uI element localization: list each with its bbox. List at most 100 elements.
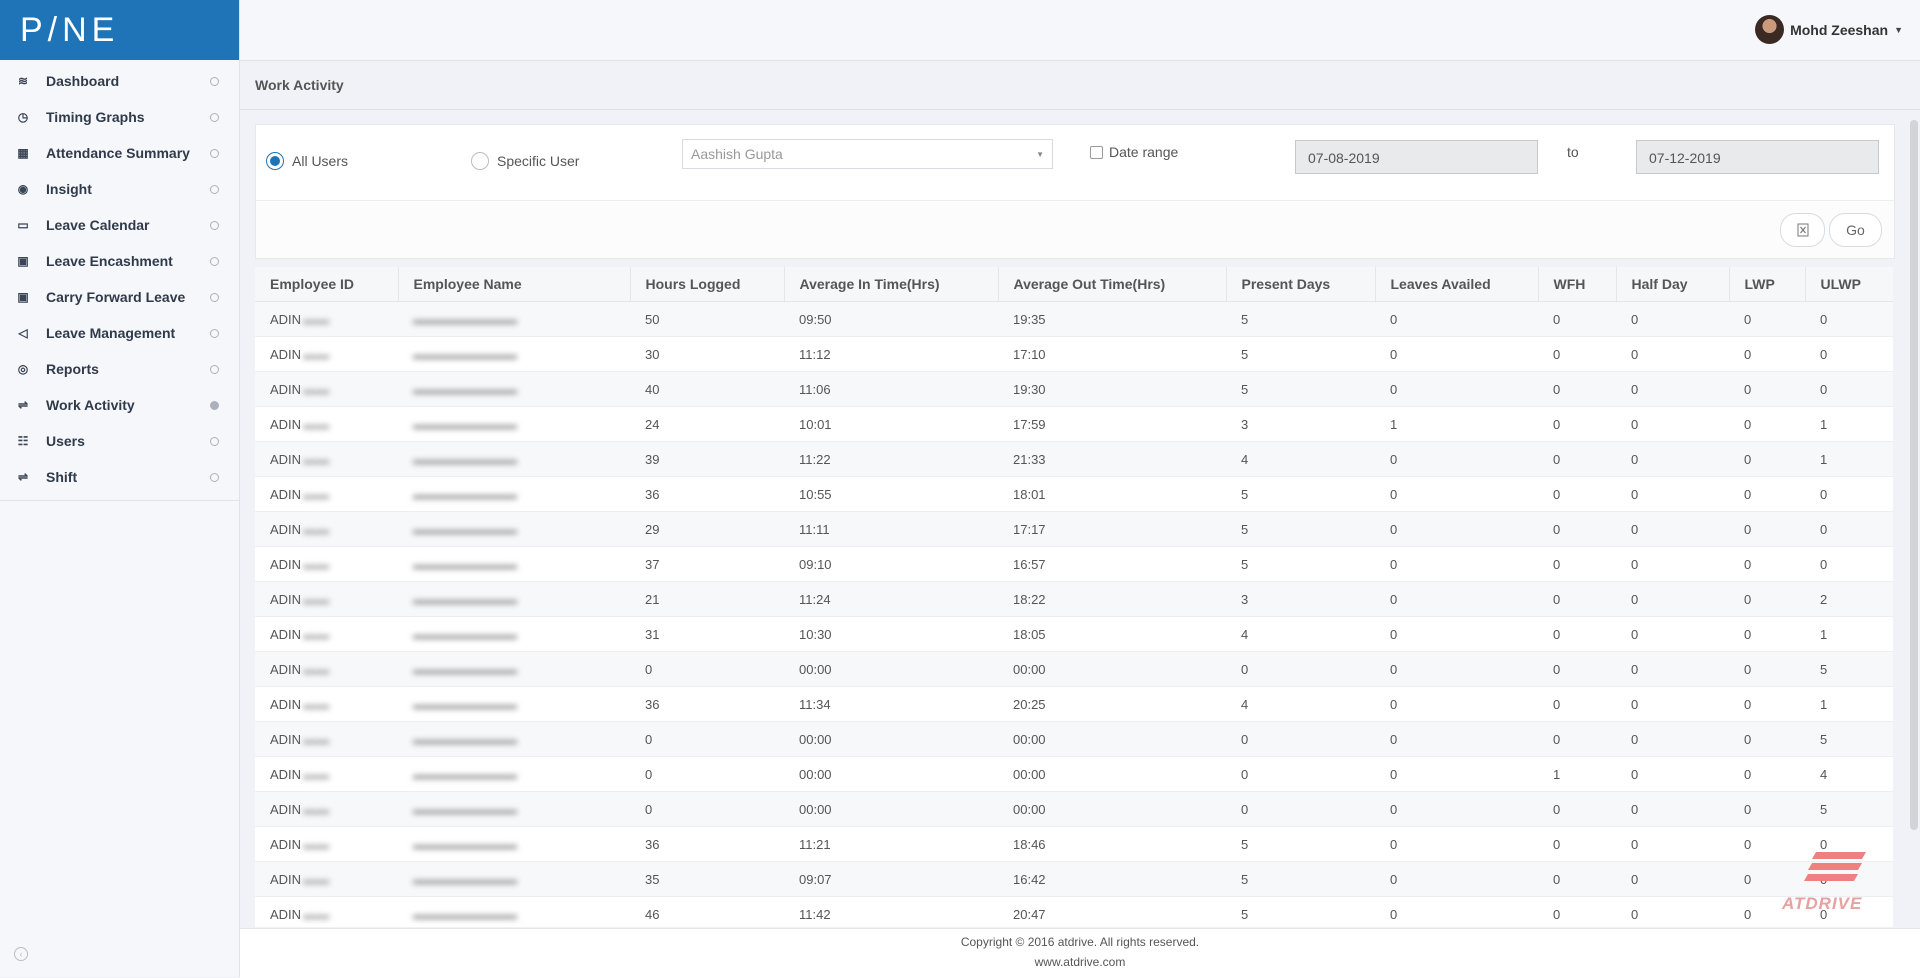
page-scrollbar[interactable]	[1910, 120, 1918, 830]
redacted-name: ▬▬▬▬▬▬▬▬	[413, 556, 517, 572]
user-menu[interactable]: Mohd Zeeshan ▼	[1755, 15, 1903, 44]
all-users-label: All Users	[292, 153, 349, 169]
employee-id-prefix: ADIN	[270, 626, 302, 642]
table-cell: ADIN ▬▬	[255, 756, 398, 792]
redacted-name: ▬▬▬▬▬▬▬▬	[413, 416, 517, 432]
money-icon: ▣	[17, 290, 29, 304]
specific-user-radio[interactable]: Specific User	[471, 152, 579, 170]
table-row[interactable]: ADIN ▬▬ ▬▬▬▬▬▬▬▬ 24 10:01 17:59 3 1 0 0 0 1	[255, 406, 1893, 442]
table-row[interactable]: ADIN ▬▬ ▬▬▬▬▬▬▬▬ 0 00:00 00:00 0 0 1 0 0 4	[255, 756, 1893, 792]
sidebar-item-carry-forward-leave[interactable]: ▣ Carry Forward Leave	[0, 279, 239, 315]
redacted-id: ▬▬	[303, 381, 330, 397]
table-row[interactable]: ADIN ▬▬ ▬▬▬▬▬▬▬▬ 31 10:30 18:05 4 0 0 0 0 1	[255, 616, 1893, 652]
redacted-name: ▬▬▬▬▬▬▬▬	[413, 731, 517, 747]
table-row[interactable]: ADIN ▬▬ ▬▬▬▬▬▬▬▬ 36 11:21 18:46 5 0 0 0 0 0	[255, 826, 1893, 862]
table-cell: 4	[1226, 441, 1375, 477]
table-cell: 0	[1616, 301, 1729, 337]
column-header[interactable]: Half Day	[1616, 267, 1730, 302]
table-row[interactable]: ADIN ▬▬ ▬▬▬▬▬▬▬▬ 21 11:24 18:22 3 0 0 0 0 2	[255, 581, 1893, 617]
all-users-radio[interactable]: All Users	[266, 152, 348, 170]
column-header[interactable]: ULWP	[1805, 267, 1893, 302]
sidebar-item-users[interactable]: ☷ Users	[0, 423, 239, 459]
from-date-input[interactable]: 07-08-2019	[1295, 140, 1538, 174]
column-header[interactable]: Average Out Time(Hrs)	[998, 267, 1227, 302]
action-row	[256, 201, 1894, 258]
footer-site-link[interactable]: www.atdrive.com	[1034, 955, 1126, 969]
dot-icon	[210, 113, 219, 122]
brand-logo[interactable]: P/NE	[0, 0, 239, 60]
table-cell: 00:00	[784, 651, 998, 687]
table-cell: 0	[1616, 441, 1729, 477]
column-header[interactable]: Present Days	[1226, 267, 1376, 302]
go-button[interactable]: Go	[1829, 213, 1882, 247]
table-cell: 0	[1375, 616, 1538, 652]
table-row[interactable]: ADIN ▬▬ ▬▬▬▬▬▬▬▬ 30 11:12 17:10 5 0 0 0 0 0	[255, 336, 1893, 372]
table-cell: 0	[1729, 546, 1805, 582]
column-header[interactable]: Hours Logged	[630, 267, 785, 302]
table-cell: 18:05	[998, 616, 1226, 652]
table-cell: 36	[630, 476, 784, 512]
radio-selected-icon	[266, 152, 284, 170]
column-header[interactable]: Average In Time(Hrs)	[784, 267, 999, 302]
table-cell: 0	[1616, 581, 1729, 617]
table-row[interactable]: ADIN ▬▬ ▬▬▬▬▬▬▬▬ 36 11:34 20:25 4 0 0 0 0 1	[255, 686, 1893, 722]
user-select[interactable]: Aashish Gupta ▼	[682, 139, 1053, 169]
footer: Copyright © 2016 atdrive. All rights res…	[240, 928, 1920, 978]
collapse-sidebar-icon[interactable]: ‹	[14, 947, 28, 961]
table-cell: ADIN ▬▬	[255, 371, 398, 407]
column-header[interactable]: WFH	[1538, 267, 1617, 302]
table-row[interactable]: ADIN ▬▬ ▬▬▬▬▬▬▬▬ 37 09:10 16:57 5 0 0 0 0 0	[255, 546, 1893, 582]
users-icon: ☷	[17, 434, 29, 448]
column-header[interactable]: Leaves Availed	[1375, 267, 1539, 302]
column-header[interactable]: Employee Name	[398, 267, 631, 302]
table-cell: ADIN ▬▬	[255, 686, 398, 722]
sliders-icon: ⇌	[17, 470, 29, 484]
sidebar-item-timing-graphs[interactable]: ◷ Timing Graphs	[0, 99, 239, 135]
table-cell: 5	[1805, 791, 1893, 827]
table-cell: 17:59	[998, 406, 1226, 442]
table-row[interactable]: ADIN ▬▬ ▬▬▬▬▬▬▬▬ 39 11:22 21:33 4 0 0 0 0 1	[255, 441, 1893, 477]
column-header[interactable]: Employee ID	[255, 267, 399, 302]
redacted-id: ▬▬	[303, 906, 330, 922]
table-cell: 0	[1616, 336, 1729, 372]
table-row[interactable]: ADIN ▬▬ ▬▬▬▬▬▬▬▬ 0 00:00 00:00 0 0 0 0 0 5	[255, 721, 1893, 757]
table-cell: 18:22	[998, 581, 1226, 617]
table-row[interactable]: ADIN ▬▬ ▬▬▬▬▬▬▬▬ 0 00:00 00:00 0 0 0 0 0 5	[255, 791, 1893, 827]
table-row[interactable]: ADIN ▬▬ ▬▬▬▬▬▬▬▬ 40 11:06 19:30 5 0 0 0 0 0	[255, 371, 1893, 407]
employee-id-prefix: ADIN	[270, 696, 302, 712]
employee-id-prefix: ADIN	[270, 731, 302, 747]
table-row[interactable]: ADIN ▬▬ ▬▬▬▬▬▬▬▬ 36 10:55 18:01 5 0 0 0 0 0	[255, 476, 1893, 512]
table-cell: 0	[1729, 441, 1805, 477]
sidebar-item-leave-encashment[interactable]: ▣ Leave Encashment	[0, 243, 239, 279]
sidebar-item-work-activity[interactable]: ⇌ Work Activity	[0, 387, 239, 423]
sidebar-item-dashboard[interactable]: ≋ Dashboard	[0, 63, 239, 99]
excel-icon	[1797, 223, 1808, 237]
sidebar-item-leave-management[interactable]: ◁ Leave Management	[0, 315, 239, 351]
table-row[interactable]: ADIN ▬▬ ▬▬▬▬▬▬▬▬ 50 09:50 19:35 5 0 0 0 0 0	[255, 301, 1893, 337]
sidebar-item-label: Dashboard	[46, 73, 120, 89]
table-row[interactable]: ADIN ▬▬ ▬▬▬▬▬▬▬▬ 0 00:00 00:00 0 0 0 0 0 5	[255, 651, 1893, 687]
table-cell: 0	[1375, 336, 1538, 372]
avatar	[1755, 15, 1785, 44]
to-date-input[interactable]: 07-12-2019	[1636, 140, 1879, 174]
table-row[interactable]: ADIN ▬▬ ▬▬▬▬▬▬▬▬ 29 11:11 17:17 5 0 0 0 0 0	[255, 511, 1893, 547]
sidebar-item-leave-calendar[interactable]: ▭ Leave Calendar	[0, 207, 239, 243]
table-cell: 0	[1729, 721, 1805, 757]
sidebar-item-insight[interactable]: ◉ Insight	[0, 171, 239, 207]
sidebar-item-attendance-summary[interactable]: ▦ Attendance Summary	[0, 135, 239, 171]
sidebar-item-reports[interactable]: ◎ Reports	[0, 351, 239, 387]
employee-id-prefix: ADIN	[270, 486, 302, 502]
sidebar-item-shift[interactable]: ⇌ Shift	[0, 459, 239, 495]
table-cell: 19:35	[998, 301, 1226, 337]
redacted-name: ▬▬▬▬▬▬▬▬	[413, 451, 517, 467]
sidebar-item-label: Reports	[46, 361, 99, 377]
dot-icon	[210, 329, 219, 338]
export-excel-button[interactable]	[1780, 213, 1825, 247]
sidebar-item-label: Timing Graphs	[46, 109, 145, 125]
column-header[interactable]: LWP	[1729, 267, 1806, 302]
table-cell: 0	[1729, 581, 1805, 617]
employee-id-prefix: ADIN	[270, 871, 302, 887]
table-row[interactable]: ADIN ▬▬ ▬▬▬▬▬▬▬▬ 46 11:42 20:47 5 0 0 0 0 0	[255, 896, 1893, 927]
date-range-checkbox[interactable]: Date range	[1090, 144, 1178, 160]
